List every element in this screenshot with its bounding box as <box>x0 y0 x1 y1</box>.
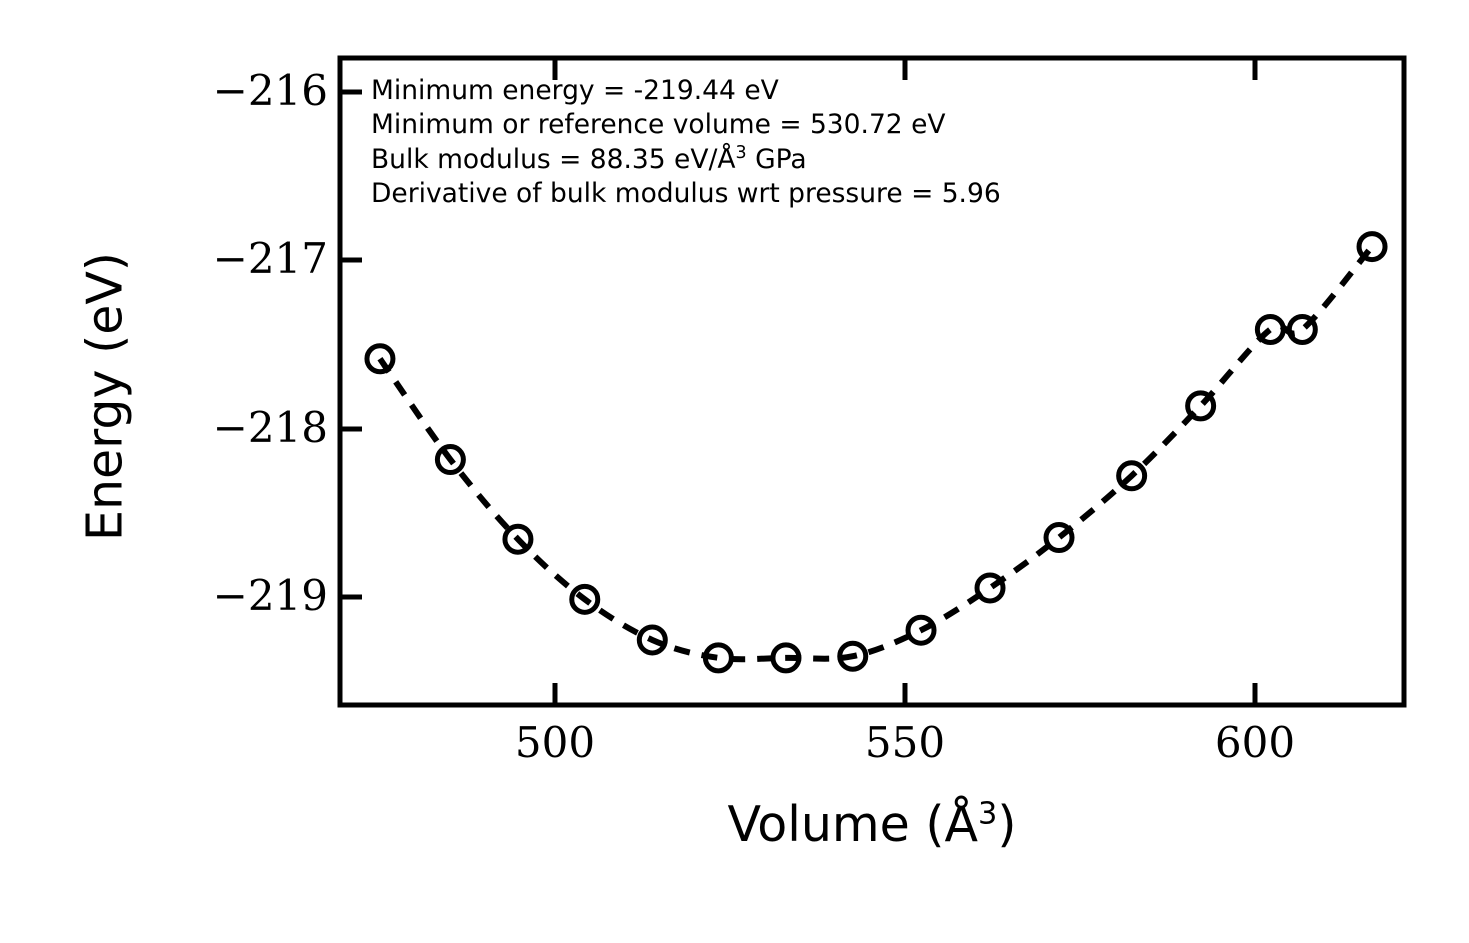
data-point-marker <box>434 444 466 476</box>
x-axis-title-exponent: 3 <box>978 796 998 832</box>
data-point-marker <box>1254 313 1286 345</box>
x-axis-title: Volume (Å3) <box>340 796 1404 849</box>
annotation-bulk-modulus-post: GPa <box>746 143 807 175</box>
data-point-marker <box>502 523 534 555</box>
y-tick-label-218: −218 <box>212 403 328 452</box>
x-tick-marks <box>552 58 1258 705</box>
x-tick-label-500: 500 <box>514 718 596 767</box>
y-tick-label-216: −216 <box>212 66 328 115</box>
annotation-bulk-modulus-derivative: Derivative of bulk modulus wrt pressure … <box>371 178 1001 210</box>
data-point-marker <box>837 640 869 672</box>
data-point-marker <box>702 642 734 674</box>
annotation-bulk-modulus: Bulk modulus = 88.35 eV/Å3 GPa <box>371 143 1001 177</box>
x-axis-title-text: Volume (Å <box>727 796 978 853</box>
data-point-marker <box>1356 231 1388 263</box>
data-point-marker <box>1043 522 1075 554</box>
axes-frame <box>337 55 1407 708</box>
x-axis-title-close: ) <box>997 796 1017 853</box>
annotation-bulk-modulus-exponent: 3 <box>735 143 747 164</box>
annotation-minimum-volume: Minimum or reference volume = 530.72 eV <box>371 109 946 141</box>
annotation-bulk-modulus-pre: Bulk modulus = 88.35 eV/Å <box>371 143 736 175</box>
data-point-marker <box>1286 313 1318 345</box>
energy-curve <box>377 244 1375 663</box>
y-tick-marks <box>340 89 362 600</box>
data-point-marker <box>1116 460 1148 492</box>
data-point-marker <box>1185 390 1217 422</box>
x-tick-label-600: 600 <box>1214 718 1296 767</box>
data-series-energy-vs-volume <box>364 231 1388 674</box>
data-point-marker <box>569 583 601 615</box>
data-point-marker <box>905 614 937 646</box>
data-point-marker <box>770 642 802 674</box>
x-tick-label-550: 550 <box>864 718 946 767</box>
data-point-marker <box>974 572 1006 604</box>
data-point-marker <box>636 624 668 656</box>
y-tick-label-217: −217 <box>212 234 328 283</box>
annotation-minimum-energy: Minimum energy = -219.44 eV <box>371 75 779 106</box>
data-point-marker <box>364 343 396 375</box>
y-tick-label-219: −219 <box>212 571 328 620</box>
fit-results-annotation: Minimum energy = -219.44 eV Minimum or r… <box>371 74 1001 212</box>
